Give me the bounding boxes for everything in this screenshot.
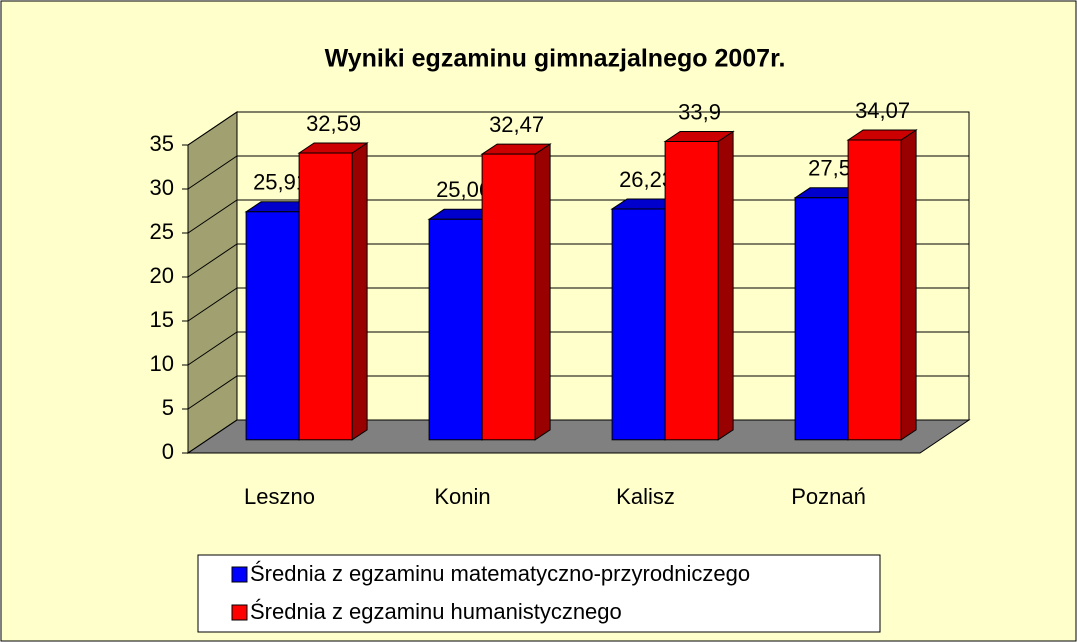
y-tick-label: 35 — [150, 131, 174, 156]
bar — [663, 130, 735, 441]
y-tick-label: 20 — [150, 263, 174, 288]
legend-box — [197, 554, 881, 633]
x-tick-label: Konin — [434, 484, 490, 509]
y-tick-label: 15 — [150, 307, 174, 332]
y-tick-label: 10 — [150, 351, 174, 376]
bar-side — [900, 129, 917, 441]
bar-front — [428, 218, 483, 441]
bar — [297, 142, 369, 441]
bar-front — [611, 208, 666, 441]
side-wall — [187, 111, 238, 454]
bar-front — [245, 211, 300, 441]
y-tick-label: 0 — [162, 439, 174, 464]
bar-front — [794, 197, 849, 441]
y-tick-label: 5 — [162, 395, 174, 420]
bar-side — [717, 130, 734, 441]
x-tick-label: Leszno — [244, 484, 315, 509]
legend-label: Średnia z egzaminu matematyczno-przyrodn… — [250, 561, 750, 586]
legend-swatch — [231, 604, 248, 621]
x-tick-label: Poznań — [791, 484, 866, 509]
data-label: 32,47 — [489, 112, 544, 137]
y-tick-label: 30 — [150, 175, 174, 200]
x-tick-label: Kalisz — [616, 484, 675, 509]
bar-front — [481, 153, 536, 441]
bar-side — [351, 142, 368, 441]
data-label: 33,9 — [678, 99, 721, 124]
grid-line — [187, 111, 969, 146]
chart-title: Wyniki egzaminu gimnazjalnego 2007r. — [325, 45, 786, 73]
legend: Średnia z egzaminu matematyczno-przyrodn… — [197, 554, 881, 633]
bar-front — [847, 139, 902, 441]
bar-front — [298, 152, 353, 441]
legend-swatch — [231, 566, 248, 583]
bar — [846, 129, 918, 441]
bar-front — [664, 140, 719, 441]
data-label: 34,07 — [855, 98, 910, 123]
bar — [480, 143, 552, 441]
y-tick-label: 25 — [150, 219, 174, 244]
data-label: 32,59 — [306, 111, 361, 136]
bar-side — [534, 143, 551, 441]
legend-label: Średnia z egzaminu humanistycznego — [250, 599, 622, 624]
data-label: 27,5 — [808, 156, 851, 181]
